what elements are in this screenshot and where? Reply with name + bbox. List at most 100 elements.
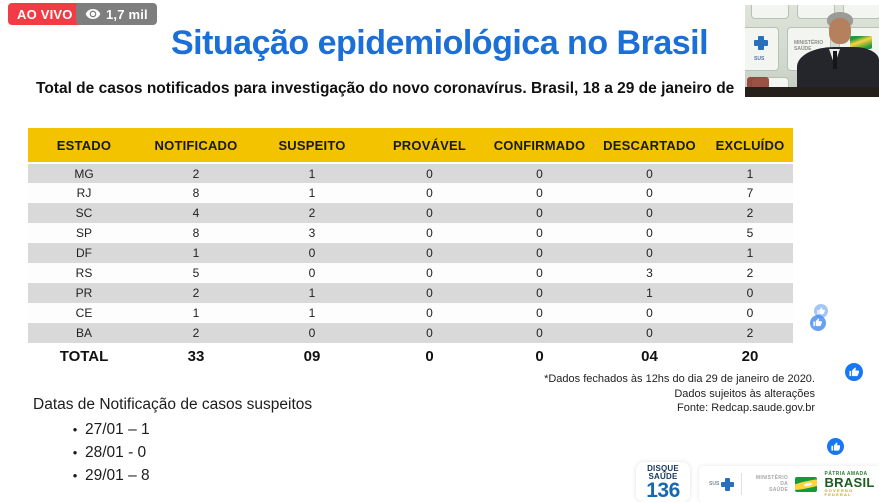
slide-title: Situação epidemiológica no Brasil — [170, 24, 709, 62]
cell: 0 — [426, 306, 433, 320]
sus-logo: SUS — [709, 477, 735, 491]
cell: 4 — [192, 206, 200, 220]
cell: 0 — [746, 286, 754, 300]
cell: 0 — [426, 266, 433, 280]
cell: 0 — [426, 246, 433, 260]
cell: 0 — [536, 286, 543, 300]
notes-heading: Datas de Notificação de casos suspeitos — [33, 396, 313, 413]
cell: SC — [75, 206, 93, 220]
viewer-count: 1,7 mil — [106, 6, 148, 22]
cell: 5 — [192, 266, 200, 280]
cell: 2 — [308, 206, 316, 220]
col-header-suspeito: SUSPEITO — [252, 128, 372, 164]
sus-cross-icon — [754, 36, 768, 50]
cell: DF — [76, 246, 92, 260]
cell: 0 — [308, 266, 316, 280]
footnote-line: *Dados fechados às 12hs do dia 29 de jan… — [544, 373, 815, 385]
cell: 0 — [426, 186, 433, 200]
bullet: • — [72, 445, 78, 460]
footnote-line: Dados sujeitos às alterações — [674, 387, 815, 400]
backdrop-tile — [751, 5, 789, 19]
sus-plus-icon — [721, 477, 735, 491]
cell: 0 — [426, 226, 433, 240]
table-row: RJ 8 1 0 0 0 7 — [28, 183, 793, 203]
table-row: CE 1 1 0 0 0 0 — [28, 303, 793, 323]
cell: 0 — [536, 326, 543, 340]
cell: PR — [75, 286, 93, 300]
cell: BA — [75, 326, 92, 340]
patria-amada-brasil-wordmark: PÁTRIA AMADA BRASIL GOVERNO FEDERAL — [824, 471, 879, 497]
cell: 0 — [646, 246, 653, 260]
cell: 0 — [536, 306, 543, 320]
sus-tile-label: SUS — [754, 56, 765, 62]
cell: 0 — [308, 246, 316, 260]
thumbs-up-reaction-icon — [827, 438, 844, 455]
brazil-flag-icon — [795, 476, 818, 492]
backdrop-tile-sus: SUS — [745, 27, 779, 71]
table-row: DF 1 0 0 0 0 1 — [28, 243, 793, 263]
cell: 0 — [536, 166, 543, 181]
cell: 0 — [646, 166, 653, 181]
cell: 2 — [192, 286, 200, 300]
thumbs-up-reaction-icon — [814, 304, 828, 318]
total-cell: 20 — [707, 343, 793, 369]
col-header-provavel: PROVÁVEL — [372, 128, 487, 164]
cell: 0 — [536, 226, 543, 240]
cell: 1 — [308, 166, 316, 181]
ministry-tile-line1: MINISTÉRIO — [794, 40, 824, 46]
cell: 2 — [192, 166, 200, 181]
cell: 1 — [646, 286, 653, 300]
notification-dates-block: Datas de Notificação de casos suspeitos … — [33, 396, 312, 487]
cell: 1 — [308, 306, 316, 320]
cell: RJ — [76, 186, 92, 200]
cell: 1 — [308, 286, 316, 300]
cell: 0 — [646, 226, 653, 240]
table-row: RS 5 0 0 0 3 2 — [28, 263, 793, 283]
cell: 0 — [426, 206, 433, 220]
col-header-notificado: NOTIFICADO — [140, 128, 252, 164]
note-text: 28/01 - 0 — [85, 444, 147, 461]
brasil-flag-icon — [850, 36, 872, 49]
cell: 2 — [746, 266, 754, 280]
table-total-row: TOTAL 33 09 0 0 04 20 — [28, 343, 793, 369]
list-item: • 27/01 – 1 — [33, 418, 312, 441]
cell: 0 — [536, 206, 543, 220]
cell: 8 — [192, 186, 200, 200]
cell: 2 — [192, 326, 200, 340]
cell: 0 — [646, 306, 653, 320]
eye-icon — [85, 6, 101, 22]
cell: 0 — [646, 206, 653, 220]
desk-edge — [745, 87, 879, 97]
speaker-tie — [833, 51, 837, 69]
list-item: • 28/01 - 0 — [33, 441, 312, 464]
cell: SP — [75, 226, 92, 240]
cell: RS — [75, 266, 93, 280]
table-row: BA 2 0 0 0 0 2 — [28, 323, 793, 343]
flag-bottom-text: GOVERNO FEDERAL — [824, 487, 854, 497]
table-row: SP 8 3 0 0 0 5 — [28, 223, 793, 243]
sus-word: SUS — [709, 481, 720, 487]
thumbs-up-reaction-icon — [810, 315, 826, 331]
government-logo-bar: SUS MINISTÉRIO DA SAÚDE PÁTRIA AMADA BRA… — [699, 466, 879, 502]
ministry-line2: SAÚDE — [769, 487, 789, 493]
cell: 0 — [308, 326, 316, 340]
total-cell: 04 — [592, 343, 707, 369]
live-badge: AO VIVO — [8, 3, 82, 25]
flag-main-text: BRASIL — [824, 474, 875, 490]
total-cell: TOTAL — [28, 343, 140, 369]
cell: 1 — [746, 246, 754, 260]
cell: 5 — [746, 226, 754, 240]
cell: MG — [74, 166, 94, 181]
list-item: • 29/01 – 8 — [33, 464, 312, 487]
desk-object — [747, 77, 769, 89]
cell: 1 — [192, 306, 200, 320]
cell: 8 — [192, 226, 200, 240]
footnote-line: Fonte: Redcap.saude.gov.br — [677, 402, 815, 414]
cell: 0 — [426, 326, 433, 340]
viewer-count-badge: 1,7 mil — [76, 3, 157, 25]
cell: 3 — [308, 226, 316, 240]
thumbs-up-reaction-icon — [845, 363, 863, 381]
table-row: SC 4 2 0 0 0 2 — [28, 203, 793, 223]
cell: 0 — [746, 306, 754, 320]
